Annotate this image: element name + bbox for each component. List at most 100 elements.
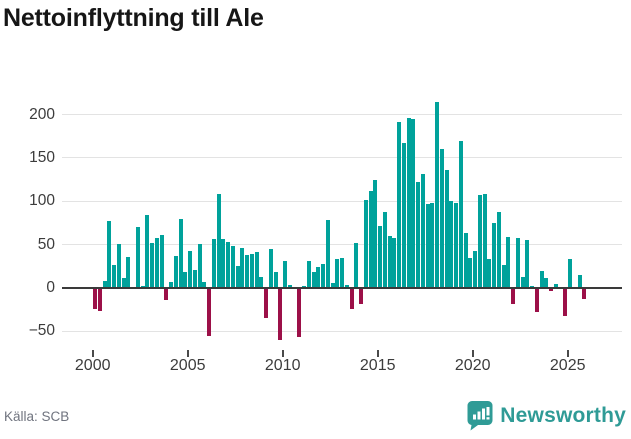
mini-bar-3 — [482, 408, 486, 420]
bar-2020-Q2 — [477, 195, 482, 288]
bar-2008-Q3 — [254, 251, 259, 288]
gridline-200 — [62, 114, 622, 116]
bar-2013-Q3 — [349, 288, 354, 309]
bar-2001-Q2 — [116, 243, 121, 288]
y-axis-label-150: 150 — [29, 148, 55, 166]
gridline-50 — [62, 244, 622, 246]
exclamation-stem — [486, 407, 490, 416]
bar-2020-Q4 — [487, 259, 492, 288]
x-axis-tick-2010 — [281, 350, 284, 357]
bar-2005-Q4 — [202, 281, 207, 288]
bar-2014-Q1 — [359, 288, 364, 305]
y-axis-label-100: 100 — [29, 192, 55, 210]
bar-2008-Q2 — [249, 254, 254, 288]
gridline-100 — [62, 200, 622, 202]
bar-2024-Q4 — [563, 288, 568, 316]
y-axis-label-0: 0 — [46, 279, 55, 296]
bar-2007-Q1 — [226, 242, 231, 288]
bar-2004-Q4 — [183, 272, 188, 288]
bar-2004-Q3 — [178, 218, 183, 288]
y-axis-label--50: −50 — [28, 322, 55, 340]
bar-2001-Q1 — [112, 265, 117, 288]
bar-2003-Q4 — [164, 288, 169, 301]
x-axis-label-2005: 2005 — [169, 357, 206, 374]
bar-2009-Q2 — [268, 248, 273, 288]
bar-2003-Q2 — [154, 237, 159, 288]
bar-2010-Q2 — [287, 284, 292, 288]
source-note: Källa: SCB — [4, 409, 70, 424]
bar-2012-Q3 — [330, 282, 335, 288]
bar-2012-Q4 — [335, 259, 340, 288]
bar-2004-Q2 — [173, 255, 178, 288]
bar-2008-Q4 — [259, 276, 264, 288]
bar-2006-Q2 — [211, 238, 216, 288]
bar-2006-Q1 — [207, 288, 212, 336]
bar-2019-Q4 — [468, 257, 473, 288]
bar-2018-Q1 — [435, 102, 440, 288]
gridline--50 — [62, 330, 622, 332]
bar-2002-Q2 — [135, 227, 140, 288]
bar-2022-Q3 — [520, 276, 525, 288]
bar-2016-Q1 — [397, 122, 402, 288]
bar-2001-Q4 — [126, 256, 131, 288]
x-axis-tick-2005 — [186, 350, 189, 357]
bar-2000-Q2 — [97, 288, 102, 311]
bar-2019-Q3 — [463, 232, 468, 288]
bar-2003-Q3 — [159, 235, 164, 288]
bar-2020-Q3 — [482, 194, 487, 288]
bar-2005-Q2 — [192, 269, 197, 288]
bar-2012-Q1 — [321, 263, 326, 288]
bar-2000-Q3 — [102, 281, 107, 288]
bar-2011-Q2 — [306, 261, 311, 288]
bar-2014-Q2 — [363, 199, 368, 288]
bar-2022-Q2 — [515, 237, 520, 288]
bar-2004-Q1 — [169, 281, 174, 288]
bar-2016-Q2 — [401, 143, 406, 288]
bar-2011-Q3 — [311, 271, 316, 288]
bar-2019-Q1 — [454, 203, 459, 288]
bar-2020-Q1 — [473, 250, 478, 288]
zero-axis-line — [62, 287, 622, 289]
page-title: Nettoinflyttning till Ale — [3, 4, 264, 32]
x-axis-label-2020: 2020 — [454, 357, 491, 374]
x-axis-label-2015: 2015 — [359, 357, 396, 374]
bar-2010-Q1 — [283, 261, 288, 288]
bar-2006-Q4 — [221, 239, 226, 288]
bar-2009-Q3 — [273, 271, 278, 288]
y-axis-label-200: 200 — [29, 105, 55, 123]
bar-2006-Q3 — [216, 194, 221, 288]
bar-2000-Q1 — [93, 288, 98, 309]
bar-2023-Q3 — [539, 270, 544, 288]
bar-2018-Q3 — [444, 170, 449, 288]
x-axis-label-2010: 2010 — [264, 357, 301, 374]
bar-2009-Q4 — [278, 288, 283, 341]
bar-2021-Q2 — [496, 211, 501, 288]
bar-2021-Q4 — [506, 236, 511, 288]
bar-2023-Q2 — [534, 288, 539, 313]
bar-2013-Q1 — [340, 257, 345, 288]
bar-2017-Q4 — [430, 203, 435, 288]
x-axis-tick-2015 — [376, 350, 379, 357]
bar-2025-Q1 — [568, 259, 573, 288]
bar-2025-Q4 — [582, 288, 587, 300]
mini-bar-2 — [477, 411, 481, 420]
bar-2008-Q1 — [245, 255, 250, 288]
bar-2000-Q4 — [107, 221, 112, 288]
bar-2011-Q4 — [316, 267, 321, 288]
bar-2021-Q3 — [501, 265, 506, 288]
bar-2022-Q1 — [511, 288, 516, 304]
exclamation-dot — [486, 417, 490, 420]
bar-2017-Q2 — [420, 174, 425, 288]
bar-2005-Q3 — [197, 243, 202, 288]
bar-2015-Q3 — [387, 235, 392, 288]
bar-2018-Q2 — [439, 149, 444, 288]
x-axis-tick-2000 — [91, 350, 94, 357]
bar-2016-Q4 — [411, 118, 416, 288]
mini-bar-1 — [473, 414, 477, 420]
bar-2018-Q4 — [449, 201, 454, 288]
bar-2024-Q2 — [553, 283, 558, 288]
x-axis-tick-2020 — [471, 350, 474, 357]
bar-2025-Q3 — [577, 274, 582, 288]
x-axis-label-2000: 2000 — [74, 357, 111, 374]
bar-2001-Q3 — [121, 278, 126, 288]
